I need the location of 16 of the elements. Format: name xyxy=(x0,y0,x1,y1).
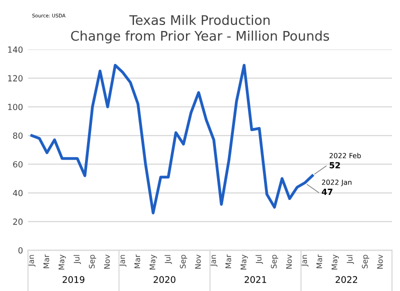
y-tick-label: 80 xyxy=(13,132,23,139)
text: 2022 xyxy=(336,276,358,283)
y-tick-label: 140 xyxy=(8,46,23,53)
data-label: 47 xyxy=(322,188,332,195)
y-tick-label: 20 xyxy=(13,218,23,225)
y-tick-label: 60 xyxy=(13,161,23,168)
y-tick-label: 0 xyxy=(18,247,23,254)
y-tick-label: 40 xyxy=(12,190,23,196)
text: 2019 xyxy=(62,276,84,283)
chart-title: Texas Milk Production Change from Prior Year - Million Pounds xyxy=(71,14,330,44)
text: 2020 xyxy=(154,276,176,283)
data-label: 52 xyxy=(330,162,340,168)
y-tick-label: 100 xyxy=(8,104,23,110)
text: 2021 xyxy=(244,276,266,283)
line-series xyxy=(30,64,314,214)
y-tick-label: 120 xyxy=(8,75,23,82)
